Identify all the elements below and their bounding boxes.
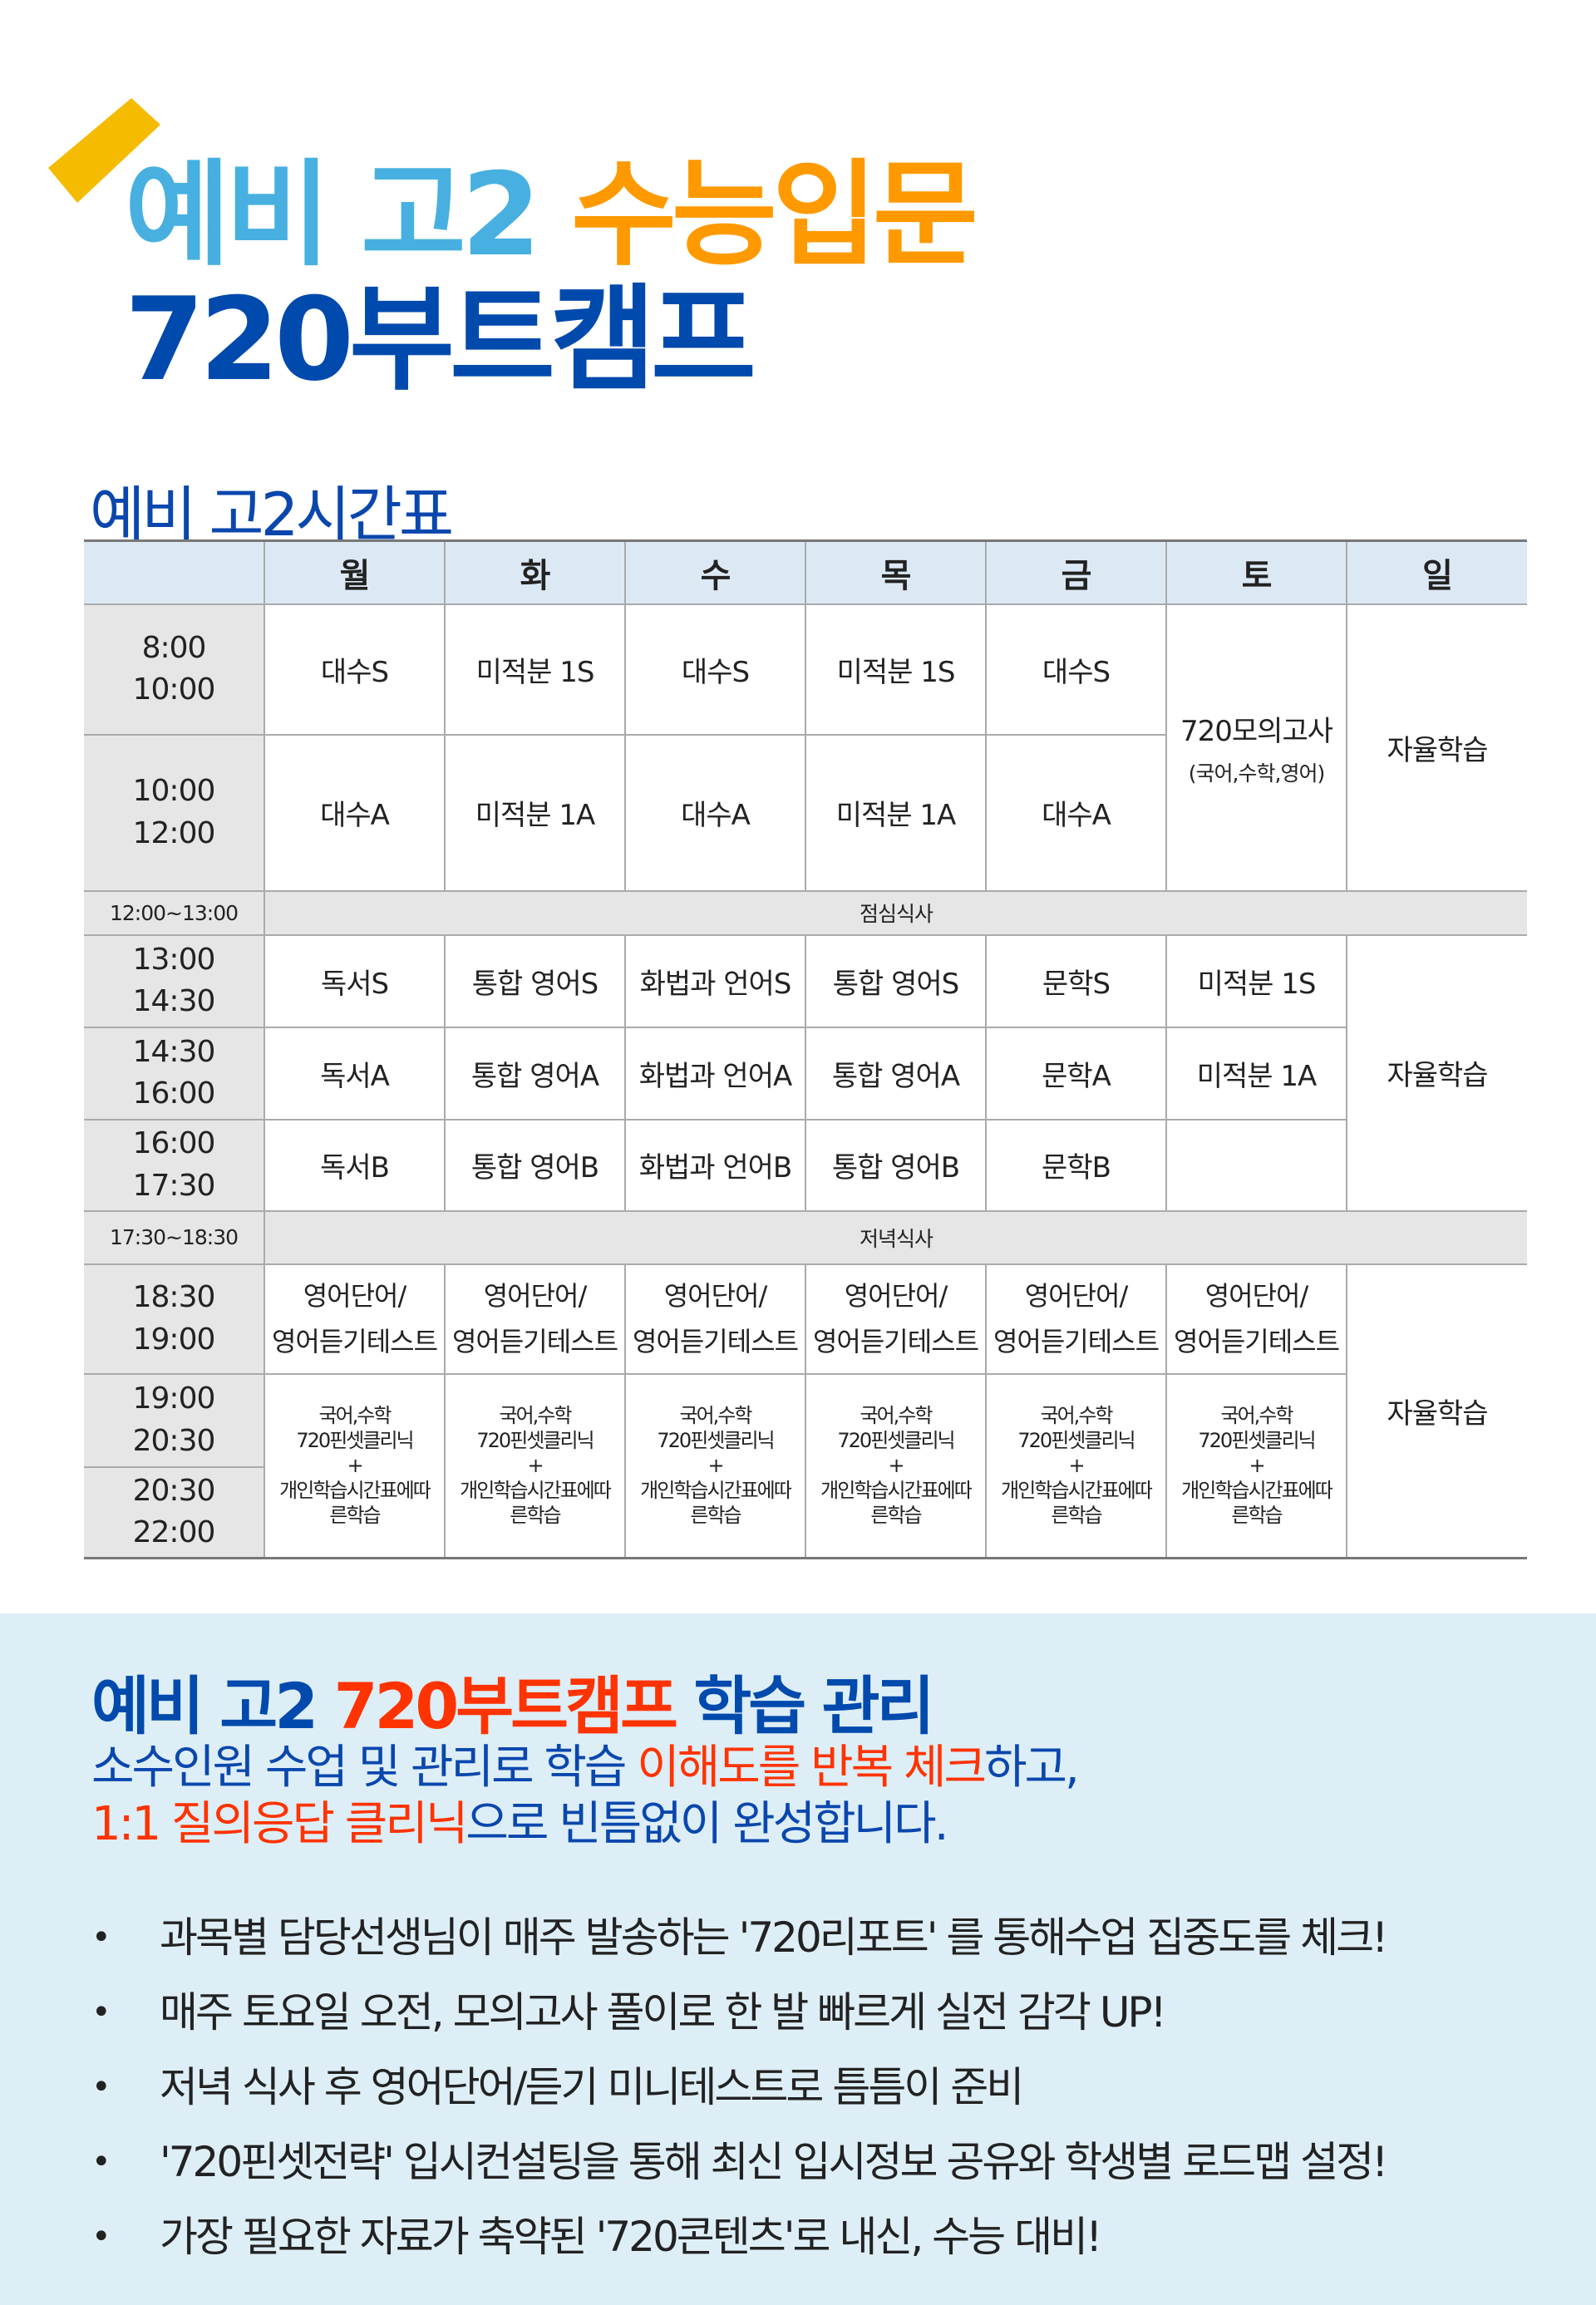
- bullet-icon: •: [91, 1993, 111, 2032]
- time-cell: 20:30 22:00: [84, 1465, 264, 1559]
- class-cell: 독서S: [264, 933, 446, 1028]
- clinic-cell: 국어,수학 720핀셋클리닉 + 개인학습시간표에따 른학습: [985, 1372, 1167, 1559]
- class-cell: 통합 영어S: [805, 933, 987, 1028]
- class-cell: 미적분 1A: [1165, 1026, 1347, 1120]
- day-header: 화: [444, 539, 626, 605]
- vocab-test-cell: 영어단어/영어듣기테스트: [805, 1263, 987, 1375]
- day-header: 목: [805, 539, 987, 605]
- header-row: 월 화 수 목 금 토 일: [84, 539, 1527, 605]
- table-row: 16:00 17:30 독서B 통합 영어B 화법과 언어B 통합 영어B 문학B: [84, 1118, 1527, 1212]
- class-cell: 통합 영어A: [444, 1026, 626, 1120]
- time-cell: 17:30~18:30: [84, 1209, 265, 1265]
- class-cell: 대수S: [624, 603, 806, 736]
- class-cell: 대수A: [264, 733, 446, 892]
- bullet-icon: •: [91, 1918, 111, 1957]
- table-row: 8:00 10:00 대수S 미적분 1S 대수S 미적분 1S 대수S 720모…: [84, 603, 1527, 892]
- day-header: 토: [1165, 539, 1347, 605]
- yellow-tape-decoration: [48, 98, 160, 203]
- list-item: • 저녁 식사 후 영어단어/듣기 미니테스트로 틈틈이 준비: [91, 2050, 1386, 2125]
- clinic-cell: 국어,수학 720핀셋클리닉 + 개인학습시간표에따 른학습: [264, 1372, 446, 1559]
- list-item: • 가장 필요한 자료가 축약된 '720콘텐츠'로 내신, 수능 대비!: [91, 2199, 1386, 2274]
- class-cell: 미적분 1S: [805, 603, 987, 736]
- dinner-row: 17:30~18:30 저녁식사: [84, 1209, 1527, 1265]
- dinner-cell: 저녁식사: [264, 1209, 1527, 1265]
- class-cell: 대수S: [985, 603, 1167, 736]
- title-part: 예비 고2: [125, 148, 541, 282]
- class-cell: 대수S: [264, 603, 446, 736]
- management-subtitle: 소수인원 수업 및 관리로 학습 이해도를 반복 체크하고, 1:1 질의응답 …: [91, 1741, 1080, 1851]
- list-item: • '720핀셋전략' 입시컨설팅을 통해 최신 입시정보 공유와 학생별 로드맵…: [91, 2125, 1388, 2199]
- management-section: 예비 고2 720부트캠프 학습 관리 소수인원 수업 및 관리로 학습 이해도…: [0, 1613, 1596, 2305]
- management-heading: 예비 고2 720부트캠프 학습 관리: [91, 1669, 934, 1743]
- table-row: 19:00 20:30 국어,수학 720핀셋클리닉 + 개인학습시간표에따 른학습 국어,수…: [84, 1372, 1527, 1559]
- class-cell: 화법과 언어S: [624, 933, 806, 1028]
- class-cell: 통합 영어B: [805, 1118, 987, 1212]
- vocab-test-cell: 영어단어/영어듣기테스트: [444, 1263, 626, 1375]
- class-cell: 미적분 1S: [444, 603, 626, 736]
- table-row: 10:00 12:00 대수A 미적분 1A 대수A 미적분 1A 대수A: [84, 733, 1527, 892]
- vocab-test-cell: 영어단어/영어듣기테스트: [624, 1263, 806, 1375]
- time-cell: 8:00 10:00: [84, 603, 265, 736]
- bullet-icon: •: [91, 2068, 111, 2106]
- list-item: • 매주 토요일 오전, 모의고사 풀이로 한 발 빠르게 실전 감각 UP!: [91, 1975, 1386, 2050]
- corner-cell: [84, 539, 265, 605]
- timetable-title: 예비 고2시간표: [90, 480, 454, 549]
- bullet-icon: •: [91, 2143, 111, 2181]
- timetable: 월 화 수 목 금 토 일 8:00 10:00 대수S 미적분 1S 대수S 미…: [84, 539, 1527, 1559]
- vocab-test-cell: 영어단어/영어듣기테스트: [1165, 1263, 1347, 1375]
- class-cell: 통합 영어B: [444, 1118, 626, 1212]
- class-cell: 문학A: [985, 1026, 1167, 1120]
- class-cell: 독서B: [264, 1118, 446, 1212]
- class-cell: 화법과 언어A: [624, 1026, 806, 1120]
- class-cell: 미적분 1A: [444, 733, 626, 892]
- class-cell: 통합 영어A: [805, 1026, 987, 1120]
- day-header: 일: [1346, 539, 1527, 605]
- class-cell: 미적분 1A: [805, 733, 987, 892]
- class-cell: 화법과 언어B: [624, 1118, 806, 1212]
- table-row: 14:30 16:00 독서A 통합 영어A 화법과 언어A 통합 영어A 문학A…: [84, 1026, 1527, 1120]
- vocab-test-cell: 영어단어/영어듣기테스트: [264, 1263, 446, 1375]
- vocab-test-cell: 영어단어/영어듣기테스트: [985, 1263, 1167, 1375]
- self-study-cell: 자율학습: [1346, 1263, 1527, 1559]
- class-cell: 문학B: [985, 1118, 1167, 1212]
- class-cell: 대수A: [624, 733, 806, 892]
- time-cell: 10:00 12:00: [84, 733, 265, 892]
- list-item: • 과목별 담당선생님이 매주 발송하는 '720리포트' 를 통해수업 집중도를…: [91, 1900, 1388, 1975]
- table-row: 20:30 22:00: [84, 1465, 1527, 1559]
- time-cell: 18:30 19:00: [84, 1263, 265, 1375]
- time-cell: 12:00~13:00: [84, 889, 265, 936]
- main-title-line1: 예비 고2 수능입문: [125, 158, 978, 273]
- bullet-icon: •: [91, 2218, 111, 2256]
- class-cell: 독서A: [264, 1026, 446, 1120]
- table-row: 18:30 19:00 영어단어/영어듣기테스트 영어단어/영어듣기테스트 영어단어/영…: [84, 1263, 1527, 1559]
- time-cell: 16:00 17:30: [84, 1118, 265, 1212]
- class-cell: [1165, 1118, 1347, 1212]
- mock-exam-cell: 720모의고사 (국어,수학,영어): [1165, 603, 1347, 892]
- lunch-row: 12:00~13:00 점심식사: [84, 889, 1527, 936]
- class-cell: 대수A: [985, 733, 1166, 892]
- main-title-line2: 720부트캠프: [125, 273, 756, 406]
- class-cell: 통합 영어S: [444, 933, 626, 1028]
- self-study-cell: 자율학습: [1346, 933, 1527, 1212]
- time-cell: 13:00 14:30: [84, 933, 265, 1028]
- clinic-cell: 국어,수학 720핀셋클리닉 + 개인학습시간표에따 른학습: [624, 1372, 806, 1559]
- day-header: 금: [985, 539, 1167, 605]
- time-cell: 19:00 20:30: [84, 1372, 265, 1468]
- lunch-cell: 점심식사: [264, 889, 1527, 936]
- day-header: 월: [264, 539, 446, 605]
- clinic-cell: 국어,수학 720핀셋클리닉 + 개인학습시간표에따 른학습: [805, 1372, 987, 1559]
- self-study-cell: 자율학습: [1346, 603, 1527, 892]
- class-cell: 미적분 1S: [1165, 933, 1347, 1028]
- time-cell: 14:30 16:00: [84, 1026, 265, 1120]
- day-header: 수: [624, 539, 806, 605]
- class-cell: 문학S: [985, 933, 1167, 1028]
- feature-list: • 과목별 담당선생님이 매주 발송하는 '720리포트' 를 통해수업 집중도를…: [91, 1900, 1388, 2274]
- title-part: 수능입문: [571, 148, 978, 282]
- clinic-cell: 국어,수학 720핀셋클리닉 + 개인학습시간표에따 른학습: [444, 1372, 626, 1559]
- table-row: 13:00 14:30 독서S 통합 영어S 화법과 언어S 통합 영어S 문학S…: [84, 933, 1527, 1212]
- clinic-cell: 국어,수학 720핀셋클리닉 + 개인학습시간표에따 른학습: [1165, 1372, 1347, 1559]
